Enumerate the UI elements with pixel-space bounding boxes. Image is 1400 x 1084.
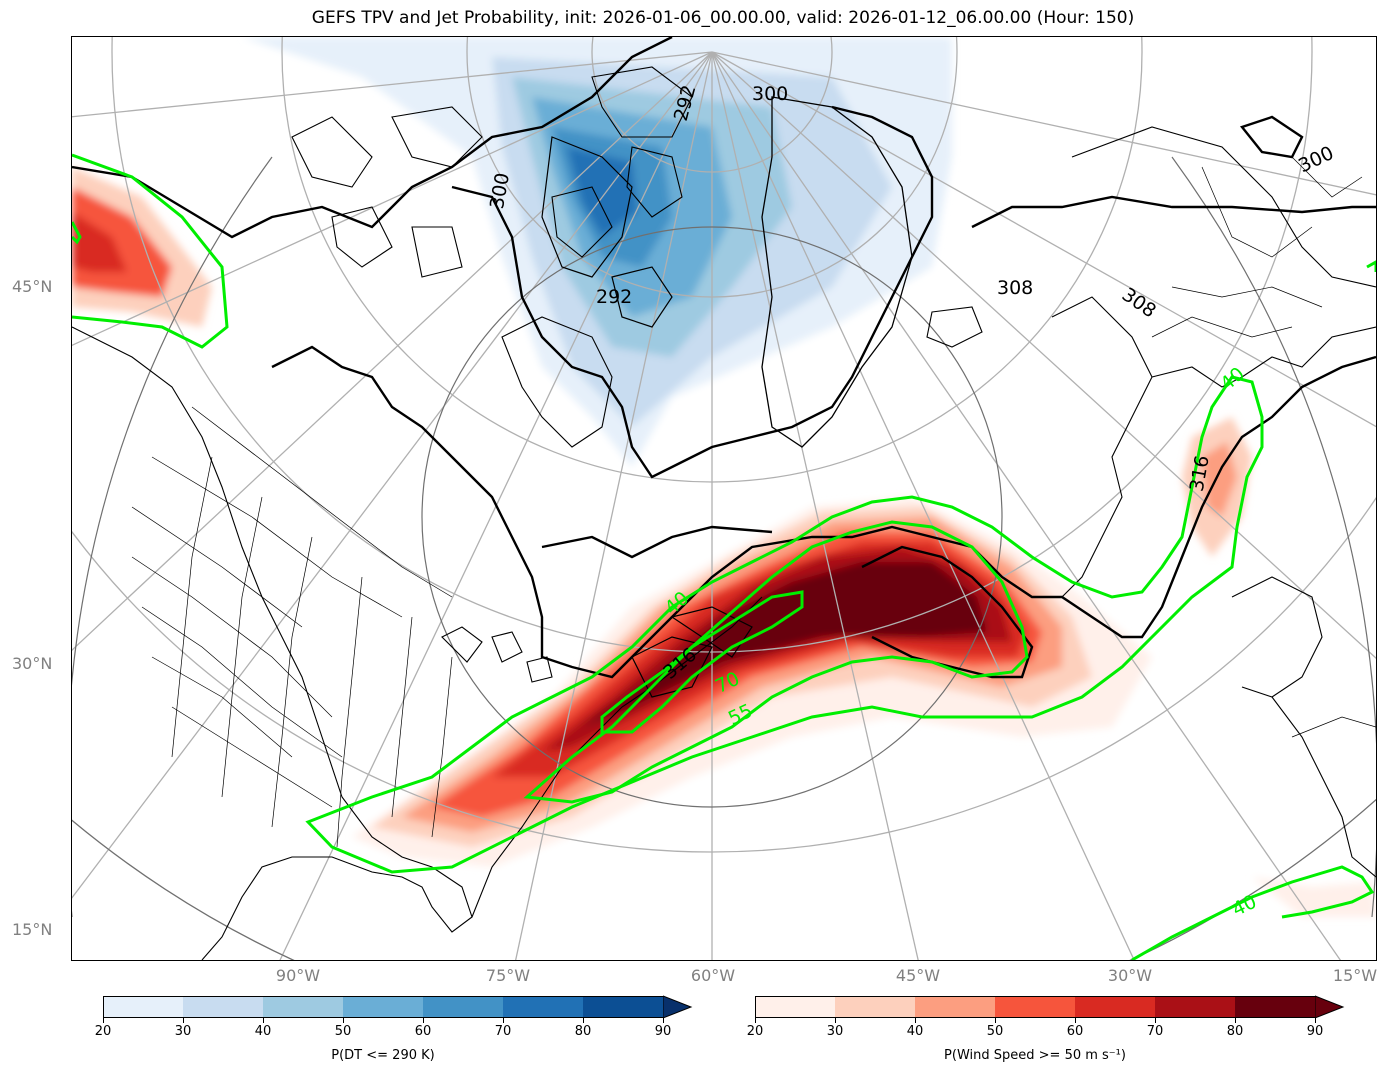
lon-label-30w: 30°W <box>1107 966 1153 985</box>
theta-label-308-b: 308 <box>1118 284 1160 323</box>
theta-label-300-a: 300 <box>752 83 788 105</box>
colorbar-dt-segment <box>583 996 663 1018</box>
colorbar-wind-tick-mark <box>1235 1018 1236 1023</box>
theta-label-308-a: 308 <box>997 277 1033 299</box>
graticule-dark-rings <box>72 156 1376 960</box>
colorbar-dt-extend-arrow <box>663 995 693 1019</box>
colorbar-dt-tick-label: 20 <box>94 1024 112 1039</box>
colorbar-dt-tick-mark <box>583 1018 584 1023</box>
colorbar-dt-tick-mark <box>103 1018 104 1023</box>
colorbar-dt-tick-label: 70 <box>494 1024 512 1039</box>
colorbar-wind-tick-label: 70 <box>1146 1024 1164 1039</box>
map-panel: 300 292 300 292 308 308 300 316 316 40 7… <box>71 36 1377 961</box>
colorbar-dt-tick-label: 40 <box>254 1024 272 1039</box>
colorbar-dt-segment <box>183 996 263 1018</box>
lon-label-45w: 45°W <box>895 966 941 985</box>
colorbar-wind-segment <box>1155 996 1235 1018</box>
theta-contours <box>72 37 1376 679</box>
map-svg: 300 292 300 292 308 308 300 316 316 40 7… <box>72 37 1376 960</box>
colorbar-dt-segment <box>343 996 423 1018</box>
colorbar-dt-label: P(DT <= 290 K) <box>331 1048 435 1063</box>
lat-label-45n: 45°N <box>12 277 53 296</box>
colorbar-wind-tick-mark <box>1315 1018 1316 1023</box>
tpv-probability-fill <box>242 37 952 467</box>
lat-label-15n: 15°N <box>12 920 53 939</box>
jet-contours <box>72 153 1376 960</box>
colorbar-wind-segment <box>755 996 835 1018</box>
colorbar-dt-tick-mark <box>503 1018 504 1023</box>
colorbar-wind-tick-label: 60 <box>1066 1024 1084 1039</box>
colorbar-wind-label: P(Wind Speed >= 50 m s⁻¹) <box>944 1048 1126 1063</box>
colorbar-dt-tick-mark <box>423 1018 424 1023</box>
lat-label-30n: 30°N <box>12 654 53 673</box>
colorbar-wind-segment <box>1075 996 1155 1018</box>
colorbar-wind-tick-label: 90 <box>1306 1024 1324 1039</box>
colorbar-dt-segment <box>503 996 583 1018</box>
colorbar-wind-tick-mark <box>1075 1018 1076 1023</box>
colorbar-wind-tick-mark <box>995 1018 996 1023</box>
colorbar-dt-tick-mark <box>343 1018 344 1023</box>
graticule <box>72 37 1376 960</box>
colorbar-dt-tick-mark <box>263 1018 264 1023</box>
lon-label-90w: 90°W <box>275 966 321 985</box>
colorbar-wind-tick-label: 30 <box>826 1024 844 1039</box>
colorbar-wind-extend-arrow <box>1315 995 1345 1019</box>
colorbar-dt-segment <box>263 996 343 1018</box>
colorbar-wind-segment <box>915 996 995 1018</box>
colorbar-dt-segment <box>423 996 503 1018</box>
colorbar-dt-tick-mark <box>663 1018 664 1023</box>
chart-title: GEFS TPV and Jet Probability, init: 2026… <box>311 8 1135 28</box>
colorbar-wind-tick-mark <box>915 1018 916 1023</box>
colorbar-wind-tick-mark <box>835 1018 836 1023</box>
colorbar-dt-segment <box>103 996 183 1018</box>
colorbar-dt-tick-label: 60 <box>414 1024 432 1039</box>
colorbar-wind-segment <box>1235 996 1315 1018</box>
colorbar-wind-segment <box>995 996 1075 1018</box>
jet-label-40-b: 40 <box>1216 363 1249 395</box>
colorbar-wind-tick-mark <box>755 1018 756 1023</box>
colorbar-dt-tick-label: 30 <box>174 1024 192 1039</box>
colorbar-wind-tick-label: 50 <box>986 1024 1004 1039</box>
lon-label-15w: 15°W <box>1332 966 1378 985</box>
colorbar-wind-tick-mark <box>1155 1018 1156 1023</box>
coastlines <box>72 66 1376 960</box>
colorbar-wind-tick-label: 20 <box>746 1024 764 1039</box>
theta-label-292-b: 292 <box>596 286 632 308</box>
colorbar-wind-tick-label: 40 <box>906 1024 924 1039</box>
lon-label-75w: 75°W <box>485 966 531 985</box>
borders <box>131 156 1376 848</box>
colorbar-wind-tick-label: 80 <box>1226 1024 1244 1039</box>
theta-label-300-c: 300 <box>1295 142 1337 177</box>
colorbar-dt-tick-label: 50 <box>334 1024 352 1039</box>
lon-label-60w: 60°W <box>690 966 736 985</box>
colorbar-dt-tick-label: 80 <box>574 1024 592 1039</box>
colorbar-dt-tick-mark <box>183 1018 184 1023</box>
colorbar-wind-segment <box>835 996 915 1018</box>
colorbar-dt-tick-label: 90 <box>654 1024 672 1039</box>
